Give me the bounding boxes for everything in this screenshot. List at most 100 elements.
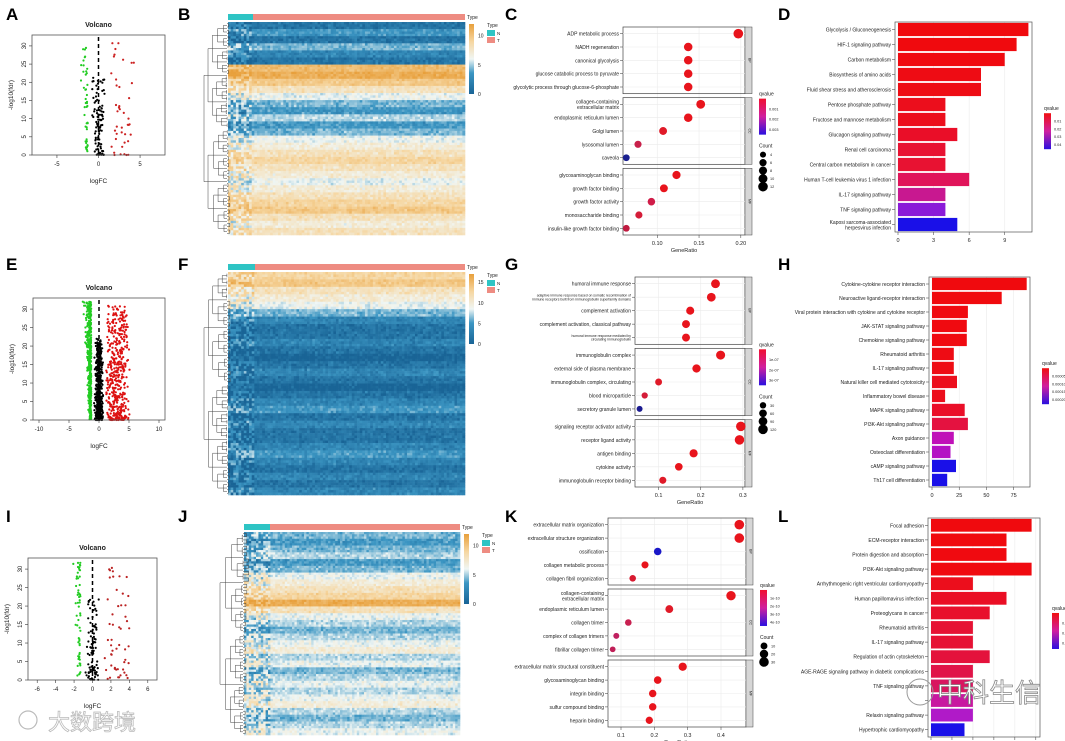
heatmap-cell bbox=[428, 50, 432, 54]
heatmap-cell bbox=[364, 102, 368, 106]
point-ns bbox=[89, 635, 92, 638]
heatmap-cell bbox=[380, 29, 384, 32]
heatmap-cell bbox=[235, 36, 239, 39]
heatmap-cell bbox=[391, 66, 395, 70]
heatmap-cell bbox=[367, 71, 371, 75]
heatmap-cell bbox=[270, 50, 274, 54]
heatmap-cell bbox=[325, 36, 329, 39]
heatmap-cell bbox=[270, 43, 274, 46]
heatmap-cell bbox=[422, 55, 426, 58]
heatmap-cell bbox=[322, 55, 326, 58]
heatmap-cell bbox=[359, 71, 363, 75]
point-up bbox=[122, 348, 125, 351]
heatmap-cell bbox=[364, 26, 368, 30]
heatmap-cell bbox=[259, 66, 263, 70]
heatmap-cell bbox=[359, 62, 363, 65]
heatmap-cell bbox=[228, 52, 231, 56]
heatmap-cell bbox=[425, 31, 429, 35]
heatmap-cell bbox=[343, 102, 347, 106]
heatmap-cell bbox=[330, 29, 334, 32]
heatmap-cell bbox=[362, 55, 366, 58]
heatmap-cell bbox=[354, 24, 358, 28]
point-up bbox=[121, 373, 124, 376]
heatmap-cell bbox=[425, 81, 429, 84]
heatmap-cell bbox=[322, 93, 326, 96]
heatmap-cell bbox=[407, 45, 410, 49]
point-up bbox=[120, 362, 123, 365]
heatmap-cell bbox=[396, 76, 400, 80]
heatmap-cell bbox=[370, 69, 374, 72]
heatmap-cell bbox=[430, 100, 434, 103]
heatmap-cell bbox=[383, 95, 387, 99]
heatmap-cell bbox=[259, 40, 263, 44]
heatmap-cell bbox=[393, 83, 397, 87]
heatmap-cell bbox=[272, 22, 276, 25]
point-down bbox=[89, 412, 92, 415]
heatmap-cell bbox=[314, 76, 318, 80]
heatmap-cell bbox=[280, 74, 284, 77]
point-up bbox=[114, 103, 118, 107]
heatmap-cell bbox=[438, 45, 442, 49]
heatmap-cell bbox=[364, 64, 368, 68]
heatmap-cell bbox=[367, 50, 371, 54]
heatmap-cell bbox=[357, 40, 360, 44]
heatmap-cell bbox=[388, 59, 392, 63]
heatmap-cell bbox=[254, 26, 258, 30]
point-up bbox=[108, 569, 112, 572]
heatmap-cell bbox=[230, 93, 234, 96]
heatmap-cell bbox=[378, 55, 382, 58]
heatmap-cell bbox=[301, 45, 305, 49]
heatmap-cell bbox=[354, 69, 358, 72]
heatmap-cell bbox=[325, 95, 329, 99]
point-up bbox=[121, 145, 124, 148]
heatmap-cell bbox=[420, 52, 424, 56]
point-down bbox=[88, 355, 91, 358]
heatmap-cell bbox=[320, 97, 324, 101]
heatmap-cell bbox=[291, 43, 295, 46]
heatmap-cell bbox=[267, 88, 271, 91]
heatmap-cell bbox=[275, 57, 279, 61]
heatmap-cell bbox=[438, 26, 442, 30]
heatmap-cell bbox=[383, 40, 387, 44]
point-up bbox=[113, 354, 116, 357]
heatmap-cell bbox=[264, 69, 268, 72]
heatmap-cell bbox=[449, 90, 453, 94]
heatmap-cell bbox=[383, 59, 387, 63]
heatmap-cell bbox=[422, 93, 426, 96]
heatmap-cell bbox=[420, 81, 424, 84]
heatmap-cell bbox=[309, 93, 313, 96]
point-up bbox=[125, 323, 128, 326]
point-up bbox=[127, 645, 130, 648]
heatmap-cell bbox=[407, 93, 410, 96]
heatmap-cell bbox=[359, 33, 363, 37]
heatmap-cell bbox=[364, 83, 368, 87]
point-up bbox=[116, 351, 120, 354]
point-ns bbox=[100, 403, 103, 406]
heatmap-cell bbox=[393, 45, 397, 49]
point-ns bbox=[94, 646, 97, 650]
heatmap-cell bbox=[364, 24, 368, 28]
heatmap-cell bbox=[386, 85, 389, 89]
heatmap-cell bbox=[346, 48, 350, 51]
heatmap-cell bbox=[238, 69, 242, 72]
heatmap-cell bbox=[436, 36, 439, 39]
heatmap-cell bbox=[230, 31, 234, 35]
point-up bbox=[113, 340, 116, 343]
point-ns bbox=[101, 104, 104, 107]
heatmap-cell bbox=[441, 71, 445, 75]
heatmap-cell bbox=[404, 52, 408, 56]
heatmap-cell bbox=[278, 55, 281, 58]
heatmap-cell bbox=[433, 62, 437, 65]
heatmap-cell bbox=[409, 66, 413, 70]
heatmap-cell bbox=[314, 95, 318, 99]
point-down bbox=[78, 673, 81, 676]
heatmap-cell bbox=[388, 43, 392, 46]
heatmap-cell bbox=[246, 66, 250, 70]
heatmap-cell bbox=[309, 90, 313, 94]
heatmap-cell bbox=[459, 64, 463, 68]
heatmap-cell bbox=[372, 36, 376, 39]
heatmap-cell bbox=[233, 102, 237, 106]
heatmap-cell bbox=[293, 31, 297, 35]
heatmap-cell bbox=[320, 57, 324, 61]
heatmap-cell bbox=[233, 52, 237, 56]
